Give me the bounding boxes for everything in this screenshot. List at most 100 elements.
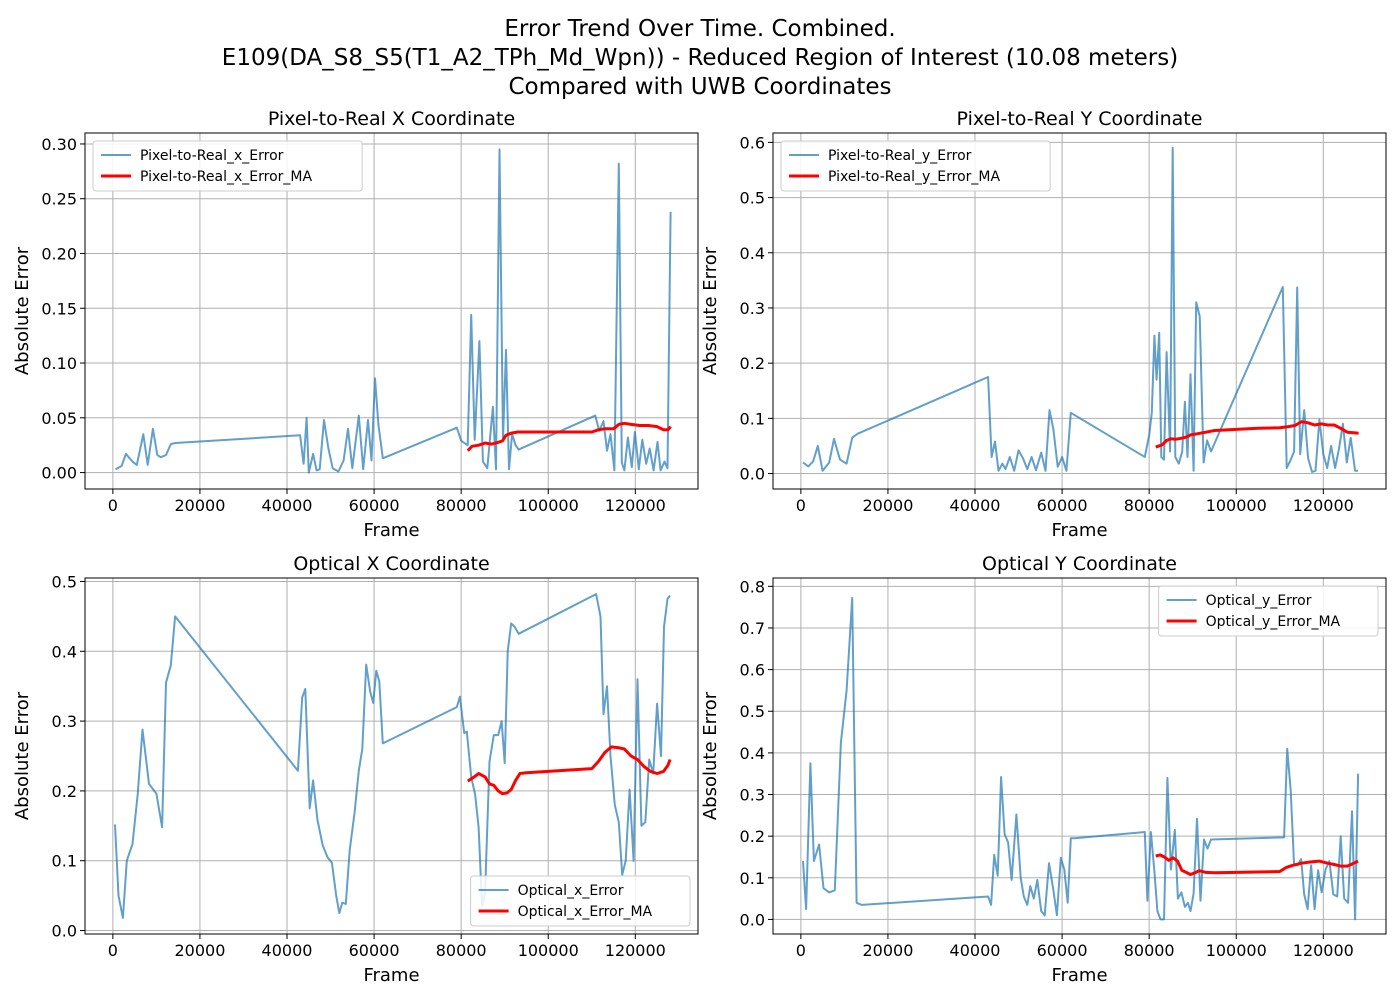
- x-axis-label: Frame: [363, 965, 419, 986]
- legend-label: Pixel-to-Real_x_Error_MA: [140, 169, 312, 185]
- legend-box: [1158, 585, 1379, 637]
- legend-label: Optical_y_Error: [1206, 593, 1312, 609]
- y-tick-label: 0.05: [41, 409, 77, 428]
- legend: Optical_x_Error Optical_x_Error_MA: [470, 875, 691, 927]
- x-tick-label: 20000: [862, 496, 913, 515]
- y-tick-label: 0.2: [52, 782, 77, 801]
- y-axis-label: Absolute Error: [12, 691, 33, 820]
- chart-title: Optical X Coordinate: [293, 553, 489, 575]
- y-tick-label: 0.00: [41, 464, 77, 483]
- legend-box: [470, 875, 691, 927]
- legend-label: Optical_x_Error_MA: [518, 904, 653, 920]
- x-tick-label: 100000: [1206, 941, 1267, 960]
- plot-frame: [84, 132, 699, 490]
- legend-label: Pixel-to-Real_x_Error: [140, 148, 284, 164]
- x-tick-label: 80000: [436, 941, 487, 960]
- chart-title: Pixel-to-Real Y Coordinate: [957, 108, 1203, 130]
- x-tick-label: 120000: [605, 496, 666, 515]
- x-tick-label: 60000: [349, 496, 400, 515]
- x-tick-label: 20000: [174, 496, 225, 515]
- x-tick-label: 60000: [349, 941, 400, 960]
- chart-title: Pixel-to-Real X Coordinate: [268, 108, 515, 130]
- y-tick-label: 0.4: [52, 642, 77, 661]
- y-tick-label: 0.5: [740, 189, 765, 208]
- x-tick-label: 20000: [862, 941, 913, 960]
- series-line-pixel-to-real-x-error: [115, 148, 672, 474]
- legend: Pixel-to-Real_x_Error Pixel-to-Real_x_Err…: [92, 140, 363, 192]
- x-tick-label: 0: [108, 941, 118, 960]
- legend-label: Pixel-to-Real_y_Error_MA: [828, 169, 1000, 185]
- y-tick-label: 0.4: [740, 244, 765, 263]
- x-axis-label: Frame: [1051, 520, 1107, 541]
- plot-frame: [84, 577, 699, 935]
- legend-label: Pixel-to-Real_y_Error: [828, 148, 972, 164]
- x-tick-label: 0: [796, 941, 806, 960]
- y-tick-label: 0.3: [740, 786, 765, 805]
- series-line-optical-x-error-ma: [466, 745, 672, 796]
- y-tick-label: 0.2: [740, 827, 765, 846]
- y-axis-label: Absolute Error: [700, 246, 721, 375]
- series-line-optical-y-error: [802, 597, 1360, 921]
- legend-label: Optical_x_Error: [518, 883, 624, 899]
- legend-box: [92, 140, 363, 192]
- y-tick-label: 0.2: [740, 354, 765, 373]
- y-tick-label: 0.30: [41, 135, 77, 154]
- x-axis-label: Frame: [1051, 965, 1107, 986]
- x-tick-label: 80000: [1124, 941, 1175, 960]
- x-tick-label: 0: [796, 496, 806, 515]
- y-tick-label: 0.7: [740, 619, 765, 638]
- y-tick-label: 0.25: [41, 190, 77, 209]
- y-tick-label: 0.5: [740, 702, 765, 721]
- x-tick-label: 60000: [1037, 496, 1088, 515]
- y-tick-label: 0.8: [740, 577, 765, 596]
- x-tick-label: 100000: [1206, 496, 1267, 515]
- x-tick-label: 40000: [950, 496, 1001, 515]
- figure-title-line-2: E109(DA_S8_S5(T1_A2_TPh_Md_Wpn)) - Reduc…: [221, 45, 1179, 71]
- figure-title-line-3: Compared with UWB Coordinates: [508, 74, 892, 100]
- y-tick-label: 0.0: [52, 922, 77, 941]
- series-line-optical-x-error: [114, 593, 671, 919]
- legend: Pixel-to-Real_y_Error Pixel-to-Real_y_Err…: [780, 140, 1051, 192]
- x-tick-label: 80000: [1124, 496, 1175, 515]
- x-tick-label: 120000: [1293, 496, 1354, 515]
- y-tick-label: 0.6: [740, 133, 765, 152]
- y-tick-label: 0.4: [740, 744, 765, 763]
- series-line-optical-y-error-ma: [1155, 853, 1359, 876]
- y-tick-label: 0.20: [41, 244, 77, 263]
- y-tick-label: 0.3: [740, 299, 765, 318]
- x-tick-label: 0: [108, 496, 118, 515]
- x-tick-label: 120000: [1293, 941, 1354, 960]
- y-axis-label: Absolute Error: [12, 246, 33, 375]
- series-line-pixel-to-real-x-error-ma: [466, 421, 672, 452]
- x-tick-label: 100000: [518, 496, 579, 515]
- x-tick-label: 120000: [605, 941, 666, 960]
- plot-frame: [772, 132, 1387, 490]
- y-tick-label: 0.3: [52, 712, 77, 731]
- y-axis-label: Absolute Error: [700, 691, 721, 820]
- y-tick-label: 0.5: [52, 572, 77, 591]
- x-tick-label: 40000: [262, 941, 313, 960]
- y-tick-label: 0.15: [41, 299, 77, 318]
- chart-title: Optical Y Coordinate: [982, 553, 1177, 575]
- legend-box: [780, 140, 1051, 192]
- y-tick-label: 0.1: [740, 869, 765, 888]
- y-tick-label: 0.10: [41, 354, 77, 373]
- y-tick-label: 0.1: [740, 409, 765, 428]
- y-tick-label: 0.0: [740, 910, 765, 929]
- x-tick-label: 40000: [950, 941, 1001, 960]
- x-tick-label: 40000: [262, 496, 313, 515]
- x-tick-label: 80000: [436, 496, 487, 515]
- y-tick-label: 0.0: [740, 465, 765, 484]
- series-line-pixel-to-real-y-error-ma: [1155, 420, 1359, 449]
- plot-frame: [772, 577, 1387, 935]
- x-tick-label: 20000: [174, 941, 225, 960]
- x-axis-label: Frame: [363, 520, 419, 541]
- legend-label: Optical_y_Error_MA: [1206, 614, 1341, 630]
- figure-title-line-1: Error Trend Over Time. Combined.: [504, 16, 896, 42]
- legend: Optical_y_Error Optical_y_Error_MA: [1158, 585, 1379, 637]
- x-tick-label: 100000: [518, 941, 579, 960]
